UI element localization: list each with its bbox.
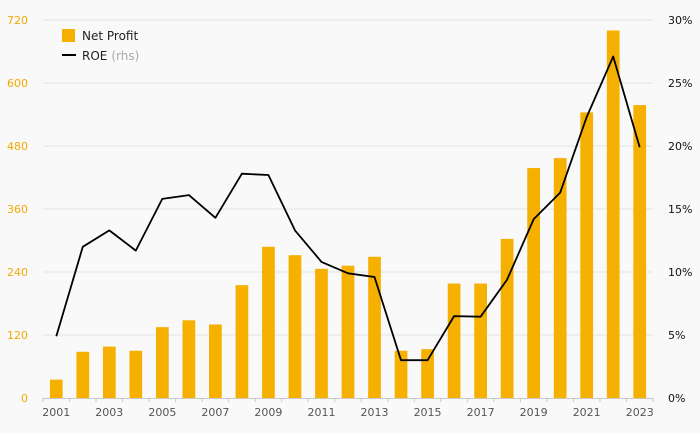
- bar-net-profit: [129, 350, 143, 398]
- x-tick-label: 2013: [361, 406, 389, 419]
- bar-net-profit: [394, 350, 408, 398]
- x-tick-label: 2011: [307, 406, 335, 419]
- x-tick-label: 2007: [201, 406, 229, 419]
- legend: Net Profit ROE (rhs): [62, 29, 139, 63]
- right-tick-label: 0%: [668, 392, 685, 405]
- bar-net-profit: [76, 351, 90, 398]
- legend-label-roe-note: (rhs): [111, 49, 139, 63]
- left-axis-ticks: 0 120 240 360 480 600 720: [7, 14, 28, 405]
- left-tick-label: 480: [7, 140, 28, 153]
- x-tick-label: 2001: [42, 406, 70, 419]
- bar-net-profit: [209, 324, 222, 398]
- right-tick-label: 25%: [668, 77, 692, 90]
- roe-line-group: [55, 55, 641, 362]
- bar-net-profit: [155, 327, 169, 398]
- bar-net-profit: [606, 30, 620, 398]
- legend-label-roe-name: ROE: [82, 49, 107, 63]
- x-tick-label: 2009: [254, 406, 282, 419]
- bar-net-profit: [49, 379, 63, 398]
- right-tick-label: 30%: [668, 14, 692, 27]
- bar-net-profit: [315, 268, 328, 398]
- bar-net-profit: [262, 246, 275, 398]
- legend-label-net-profit: Net Profit: [82, 29, 138, 43]
- gridlines: [43, 19, 653, 336]
- x-tick-label: 2003: [95, 406, 123, 419]
- left-tick-label: 600: [7, 77, 28, 90]
- right-axis-ticks: 0% 5% 10% 15% 20% 25% 30%: [668, 14, 692, 405]
- roe-line: [55, 55, 641, 362]
- left-tick-label: 360: [7, 203, 28, 216]
- x-tick-label: 2019: [520, 406, 548, 419]
- bar-net-profit: [421, 349, 434, 398]
- net-profit-bars: [49, 30, 647, 399]
- bar-net-profit: [527, 168, 541, 398]
- right-tick-label: 20%: [668, 140, 692, 153]
- bar-net-profit: [633, 105, 647, 399]
- x-tick-label: 2017: [467, 406, 495, 419]
- left-tick-label: 0: [21, 392, 28, 405]
- right-tick-label: 10%: [668, 266, 692, 279]
- bar-net-profit: [235, 285, 249, 398]
- right-tick-label: 5%: [668, 329, 685, 342]
- left-tick-label: 240: [7, 266, 28, 279]
- legend-label-roe: ROE (rhs): [82, 49, 139, 63]
- bar-net-profit: [474, 283, 487, 398]
- x-tick-label: 2021: [573, 406, 601, 419]
- bar-net-profit: [500, 238, 514, 398]
- x-tick-label: 2015: [414, 406, 442, 419]
- bar-net-profit: [580, 112, 594, 399]
- bar-net-profit: [182, 320, 196, 398]
- x-tick-label: 2005: [148, 406, 176, 419]
- x-axis: 2001 2003 2005 2007 2009 2011 2013 2015 2017 2019…: [42, 398, 654, 419]
- bar-net-profit: [447, 283, 461, 398]
- left-tick-label: 720: [7, 14, 28, 27]
- bar-net-profit: [102, 346, 116, 398]
- legend-swatch-net-profit: [62, 29, 75, 42]
- x-tick-label: 2023: [626, 406, 654, 419]
- bar-net-profit: [553, 158, 567, 398]
- bar-net-profit: [288, 255, 302, 398]
- right-tick-label: 15%: [668, 203, 692, 216]
- bar-net-profit: [368, 256, 381, 398]
- left-tick-label: 120: [7, 329, 28, 342]
- bar-net-profit: [341, 265, 355, 398]
